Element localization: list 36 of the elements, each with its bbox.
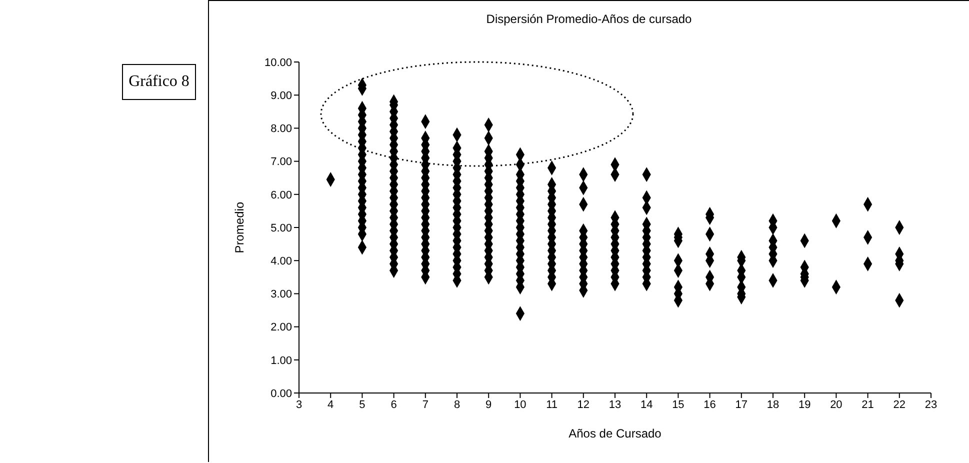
x-tick-label: 11	[546, 398, 558, 411]
x-tick-label: 17	[735, 398, 748, 411]
y-tick-label: 0.00	[270, 388, 292, 400]
x-tick-label: 9	[486, 398, 492, 411]
x-tick-label: 10	[514, 398, 526, 411]
x-tick-label: 12	[577, 398, 590, 411]
x-tick-label: 18	[766, 398, 780, 411]
y-tick-label: 10.00	[264, 56, 292, 69]
x-tick-label: 7	[422, 398, 428, 411]
y-tick-label: 9.00	[270, 90, 292, 102]
x-axis-title: Años de Cursado	[568, 426, 662, 441]
x-tick-label: 19	[798, 398, 811, 411]
chart-title: Dispersión Promedio-Años de cursado	[486, 12, 692, 26]
y-tick-label: 5.00	[270, 222, 292, 234]
text: Gráfico 8	[128, 73, 190, 90]
x-tick-label: 23	[924, 398, 938, 411]
x-tick-label: 8	[454, 398, 460, 411]
x-tick-label: 15	[672, 398, 684, 411]
x-tick-label: 22	[893, 398, 906, 411]
x-tick-label: 21	[862, 398, 874, 411]
y-tick-label: 1.00	[270, 354, 292, 367]
x-tick-label: 14	[640, 398, 653, 411]
x-tick-label: 6	[390, 398, 397, 411]
y-axis-title: Promedio	[232, 201, 246, 254]
x-tick-label: 16	[704, 398, 716, 411]
y-tick-label: 7.00	[270, 156, 292, 168]
y-tick-label: 2.00	[270, 322, 292, 334]
x-tick-label: 5	[359, 398, 366, 411]
x-tick-label: 4	[328, 398, 334, 411]
x-tick-label: 20	[830, 398, 842, 411]
y-tick-label: 6.00	[270, 189, 292, 202]
y-tick-label: 4.00	[270, 256, 292, 268]
x-tick-label: 3	[296, 398, 302, 411]
y-tick-label: 3.00	[270, 288, 292, 301]
x-tick-label: 13	[608, 398, 622, 411]
y-tick-label: 8.00	[270, 123, 292, 136]
